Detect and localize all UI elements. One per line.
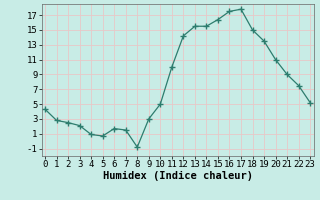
X-axis label: Humidex (Indice chaleur): Humidex (Indice chaleur)	[103, 171, 252, 181]
